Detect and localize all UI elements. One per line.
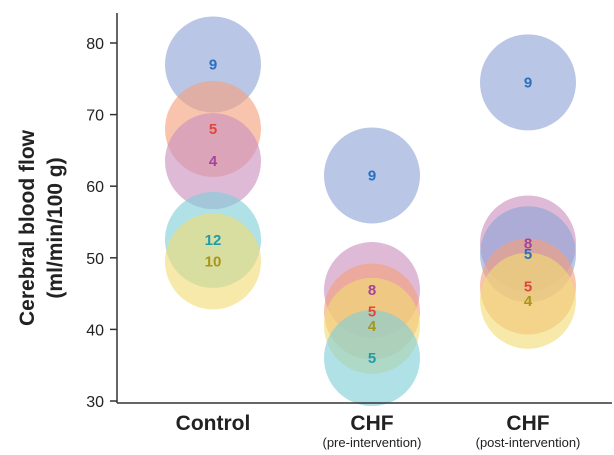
bubble-label: 5 <box>524 246 532 263</box>
bubble-label: 9 <box>524 74 532 91</box>
bubble-label: 12 <box>205 232 222 249</box>
bubble-label: 9 <box>368 167 376 184</box>
bubble-label: 9 <box>209 56 217 73</box>
bubble-label: 8 <box>368 282 376 299</box>
y-axis-title-line1: Cerebral blood flow <box>16 129 39 326</box>
y-tick-label: 80 <box>86 36 104 53</box>
y-tick-label: 50 <box>86 251 104 268</box>
y-ticks: 30 40 50 60 70 80 <box>86 36 117 411</box>
y-tick-label: 40 <box>86 322 104 339</box>
y-tick-label: 30 <box>86 394 104 411</box>
bubble-layer <box>165 16 576 406</box>
y-tick-label: 60 <box>86 179 104 196</box>
category-sublabel: (pre-intervention) <box>323 435 422 450</box>
category-label: Control <box>176 412 251 435</box>
category-label: CHF <box>350 412 393 435</box>
y-axis-title: Cerebral blood flow (ml/min/100 g) <box>16 129 67 326</box>
y-tick-label: 70 <box>86 108 104 125</box>
bubble-label: 5 <box>209 121 217 138</box>
category-label: CHF <box>506 412 549 435</box>
category-labels: Control CHF(pre-intervention)CHF(post-int… <box>176 412 581 450</box>
bubble-label: 4 <box>368 318 377 335</box>
y-axis-title-line2: (ml/min/100 g) <box>44 157 67 298</box>
bubble-label: 4 <box>524 293 533 310</box>
bubble-label: 5 <box>368 350 376 367</box>
bubble-label: 10 <box>205 253 222 270</box>
bubble-label: 4 <box>209 153 218 170</box>
category-sublabel: (post-intervention) <box>476 435 581 450</box>
